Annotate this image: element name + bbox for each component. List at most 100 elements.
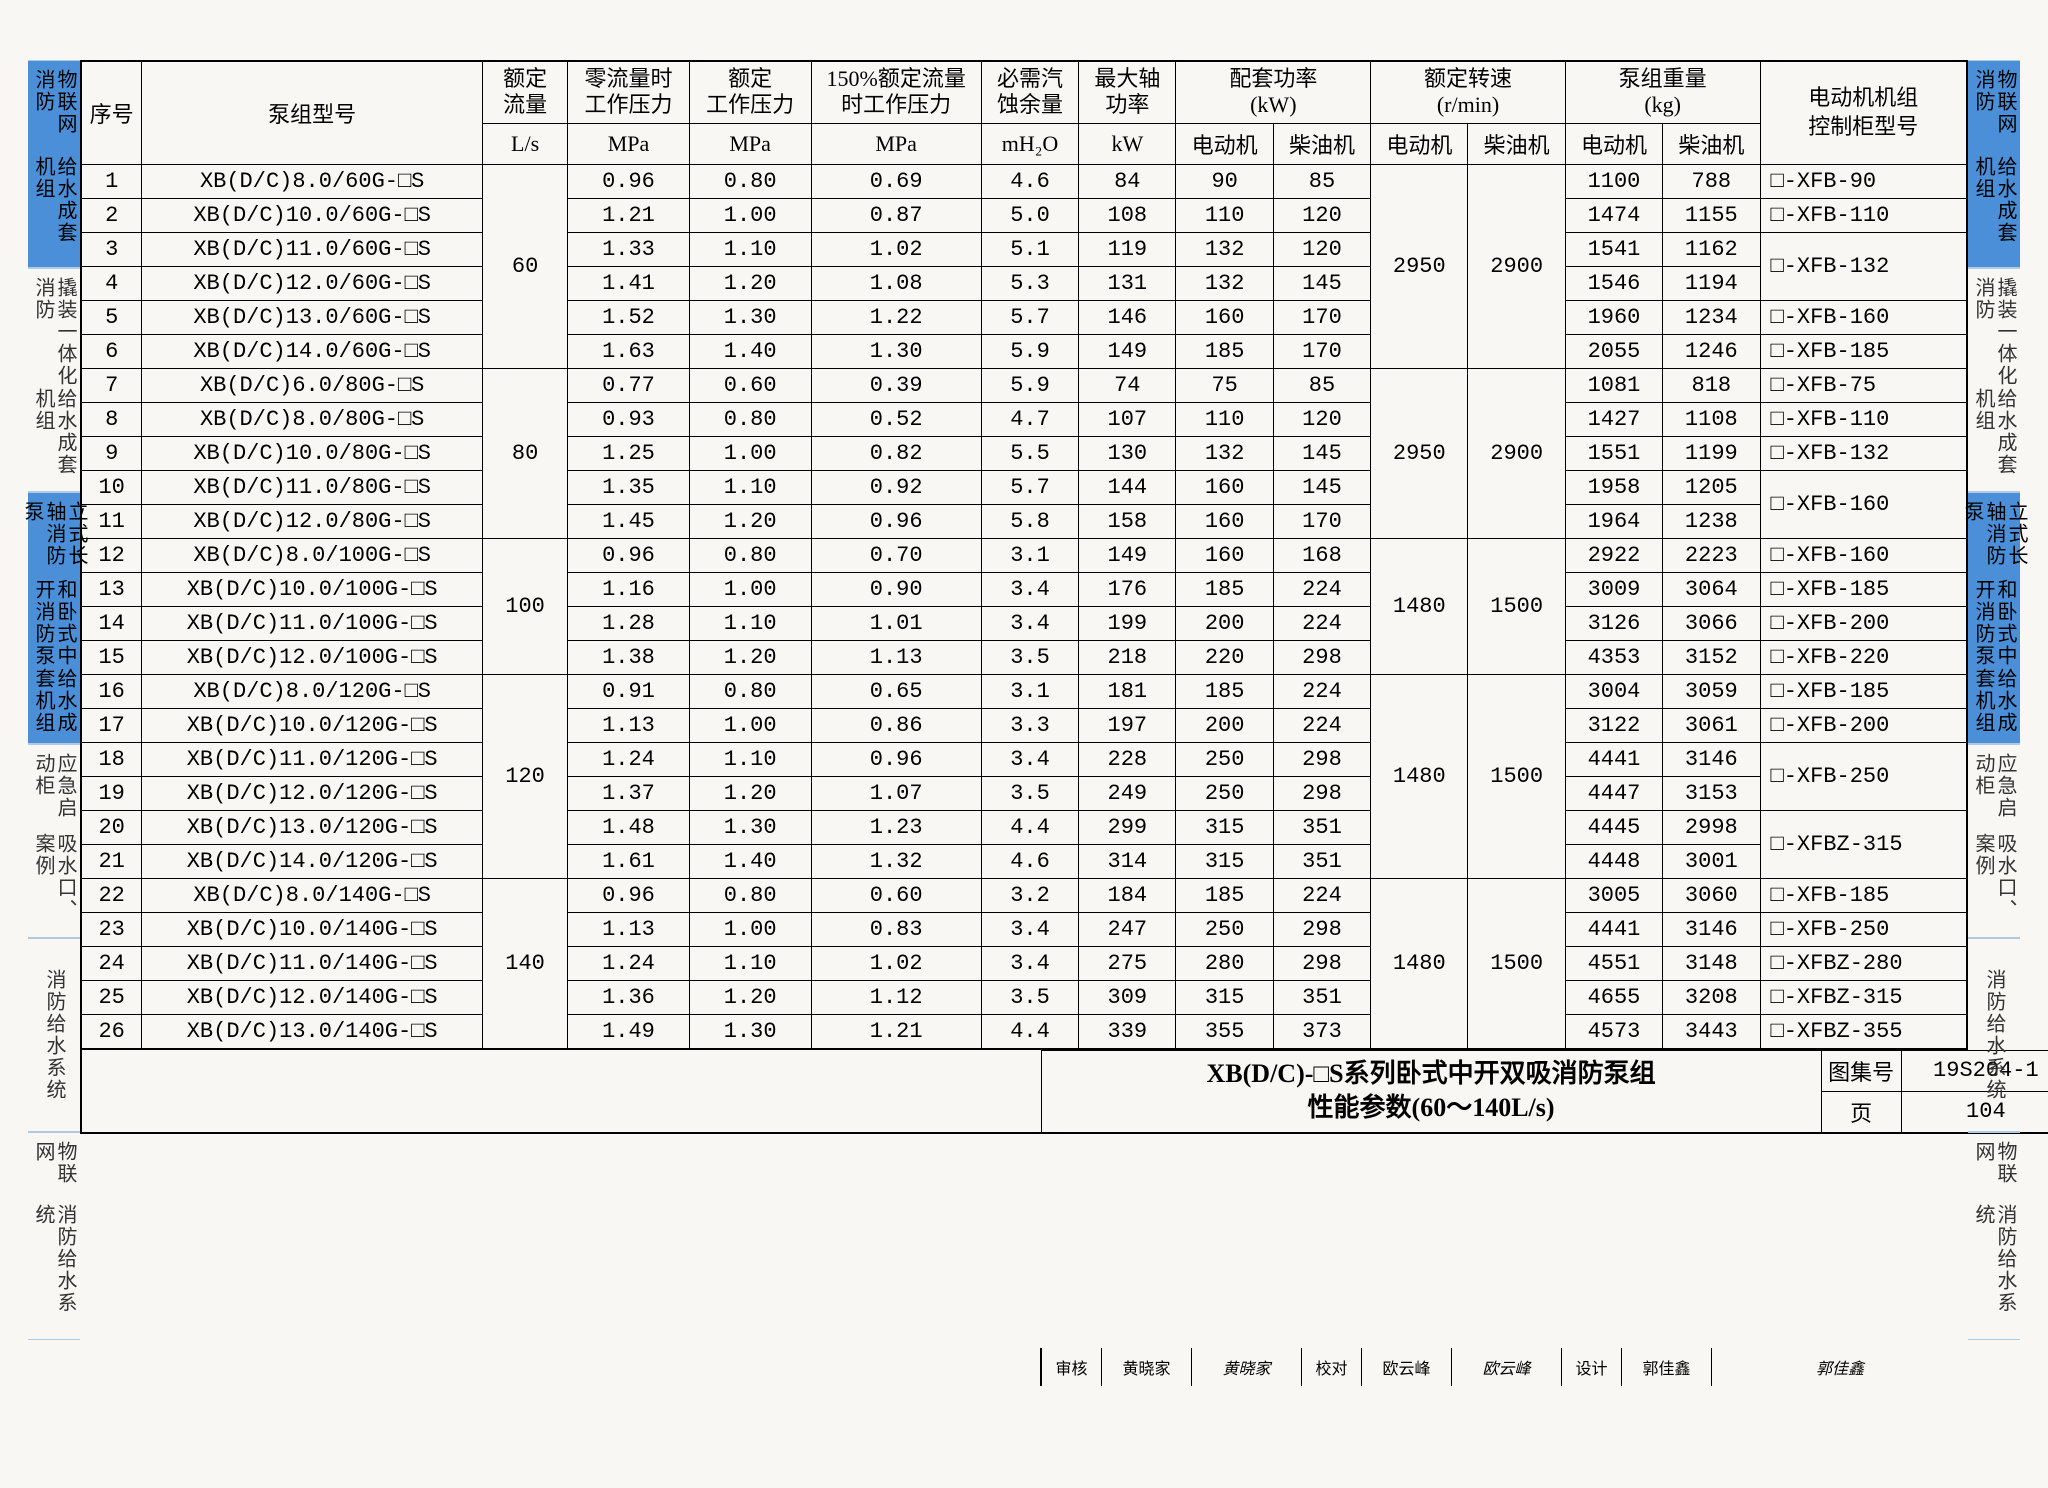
cell-seq: 1 <box>81 164 142 198</box>
side-tab[interactable]: 应急启动柜吸水口、案例 <box>1968 744 2020 938</box>
side-tab-text: 立式长轴消防泵 <box>1961 501 2027 579</box>
cell-maxp: 176 <box>1079 572 1176 606</box>
cell-wt-e: 1546 <box>1565 266 1662 300</box>
table-row: 19XB(D/C)12.0/120G-□S1.371.201.073.52492… <box>81 776 1967 810</box>
cell-flow: 100 <box>483 538 568 674</box>
cell-npsh: 3.4 <box>981 912 1078 946</box>
side-tab-text: 应急启动柜 <box>32 753 76 833</box>
table-row: 6XB(D/C)14.0/60G-□S1.631.401.305.9149185… <box>81 334 1967 368</box>
side-tab-text: 应急启动柜 <box>1972 753 2016 833</box>
side-tab[interactable]: 物联网消防给水系统 <box>1968 1132 2020 1340</box>
side-tab-text: 物联网 <box>1972 1141 2016 1204</box>
cell-kw-e: 315 <box>1176 980 1273 1014</box>
cell-kw-e: 110 <box>1176 402 1273 436</box>
side-tab[interactable]: 撬装一体化消防给水成套机组 <box>28 268 80 491</box>
cell-p150: 0.70 <box>811 538 981 572</box>
cell-kw-d: 298 <box>1273 912 1370 946</box>
side-tab[interactable]: 应急启动柜吸水口、案例 <box>28 744 80 938</box>
cell-model: XB(D/C)13.0/60G-□S <box>142 300 483 334</box>
cell-kw-d: 85 <box>1273 164 1370 198</box>
cell-kw-e: 220 <box>1176 640 1273 674</box>
cell-cab: □-XFBZ-355 <box>1760 1014 1967 1049</box>
cell-cab: □-XFB-132 <box>1760 436 1967 470</box>
side-tab-text: 给水成套机组 <box>1972 388 2016 483</box>
cell-seq: 2 <box>81 198 142 232</box>
cell-pr: 0.80 <box>689 674 811 708</box>
cell-p150: 1.02 <box>811 946 981 980</box>
cell-model: XB(D/C)10.0/60G-□S <box>142 198 483 232</box>
cell-p0: 1.25 <box>568 436 690 470</box>
cell-kw-d: 224 <box>1273 878 1370 912</box>
cell-kw-d: 351 <box>1273 810 1370 844</box>
cell-model: XB(D/C)8.0/60G-□S <box>142 164 483 198</box>
cell-seq: 20 <box>81 810 142 844</box>
cell-cab: □-XFB-200 <box>1760 708 1967 742</box>
side-tab[interactable]: 立式长轴消防泵和卧式中开消防泵给水成套机组 <box>1968 492 2020 744</box>
cell-kw-e: 315 <box>1176 844 1273 878</box>
cell-maxp: 184 <box>1079 878 1176 912</box>
side-tabs-right: 物联网消防给水成套机组撬装一体化消防给水成套机组立式长轴消防泵和卧式中开消防泵给… <box>1968 60 2020 1340</box>
table-row: 2XB(D/C)10.0/60G-□S1.211.000.875.0108110… <box>81 198 1967 232</box>
side-tab[interactable]: 消防给水系统 <box>1968 938 2020 1132</box>
hdr-seq: 序号 <box>81 61 142 164</box>
cell-p0: 1.36 <box>568 980 690 1014</box>
cell-p150: 1.21 <box>811 1014 981 1049</box>
cell-wt-e: 1427 <box>1565 402 1662 436</box>
cell-p0: 0.96 <box>568 878 690 912</box>
cell-seq: 25 <box>81 980 142 1014</box>
cell-maxp: 228 <box>1079 742 1176 776</box>
cell-rpm-e: 2950 <box>1371 368 1468 538</box>
side-tab-text: 给水成套机组 <box>1972 668 2016 735</box>
cell-model: XB(D/C)6.0/80G-□S <box>142 368 483 402</box>
cell-wt-e: 4441 <box>1565 742 1662 776</box>
cell-flow: 60 <box>483 164 568 368</box>
side-tab[interactable]: 物联网消防给水成套机组 <box>1968 60 2020 268</box>
cell-cab: □-XFB-250 <box>1760 742 1967 810</box>
cell-pr: 0.80 <box>689 402 811 436</box>
cell-wt-d: 1162 <box>1663 232 1760 266</box>
hdr-flow-unit: L/s <box>483 123 568 164</box>
cell-rpm-d: 1500 <box>1468 674 1565 878</box>
cell-wt-d: 788 <box>1663 164 1760 198</box>
cell-p150: 1.30 <box>811 334 981 368</box>
side-tab[interactable]: 物联网消防给水成套机组 <box>28 60 80 268</box>
cell-p0: 0.96 <box>568 538 690 572</box>
table-row: 1XB(D/C)8.0/60G-□S600.960.800.694.684908… <box>81 164 1967 198</box>
table-header: 序号 泵组型号 额定 流量 零流量时 工作压力 额定 工作压力 150%额定流量… <box>81 61 1967 164</box>
table-row: 25XB(D/C)12.0/140G-□S1.361.201.123.53093… <box>81 980 1967 1014</box>
cell-maxp: 275 <box>1079 946 1176 980</box>
cell-p150: 0.52 <box>811 402 981 436</box>
cell-cab: □-XFB-75 <box>1760 368 1967 402</box>
cell-p0: 1.41 <box>568 266 690 300</box>
cell-p150: 0.96 <box>811 742 981 776</box>
cell-pr: 1.10 <box>689 232 811 266</box>
cell-kw-e: 160 <box>1176 504 1273 538</box>
cell-kw-e: 90 <box>1176 164 1273 198</box>
cell-rpm-e: 1480 <box>1371 538 1468 674</box>
cell-maxp: 119 <box>1079 232 1176 266</box>
cell-cab: □-XFBZ-280 <box>1760 946 1967 980</box>
cell-pr: 1.40 <box>689 334 811 368</box>
cell-kw-e: 110 <box>1176 198 1273 232</box>
side-tab[interactable]: 撬装一体化消防给水成套机组 <box>1968 268 2020 491</box>
cell-wt-e: 4441 <box>1565 912 1662 946</box>
cell-model: XB(D/C)8.0/140G-□S <box>142 878 483 912</box>
side-tab-text: 给水成套机组 <box>1972 156 2016 260</box>
cell-seq: 13 <box>81 572 142 606</box>
cell-maxp: 130 <box>1079 436 1176 470</box>
side-tab[interactable]: 消防给水系统 <box>28 938 80 1132</box>
cell-p0: 0.77 <box>568 368 690 402</box>
cell-wt-e: 4551 <box>1565 946 1662 980</box>
cell-kw-d: 145 <box>1273 470 1370 504</box>
cell-p150: 0.96 <box>811 504 981 538</box>
side-tab[interactable]: 物联网消防给水系统 <box>28 1132 80 1340</box>
cell-seq: 3 <box>81 232 142 266</box>
cell-wt-d: 3146 <box>1663 912 1760 946</box>
cell-model: XB(D/C)12.0/100G-□S <box>142 640 483 674</box>
cell-wt-e: 3009 <box>1565 572 1662 606</box>
side-tab[interactable]: 立式长轴消防泵和卧式中开消防泵给水成套机组 <box>28 492 80 744</box>
cell-kw-d: 145 <box>1273 436 1370 470</box>
cell-wt-e: 3126 <box>1565 606 1662 640</box>
cell-pr: 1.20 <box>689 266 811 300</box>
cell-npsh: 3.4 <box>981 572 1078 606</box>
